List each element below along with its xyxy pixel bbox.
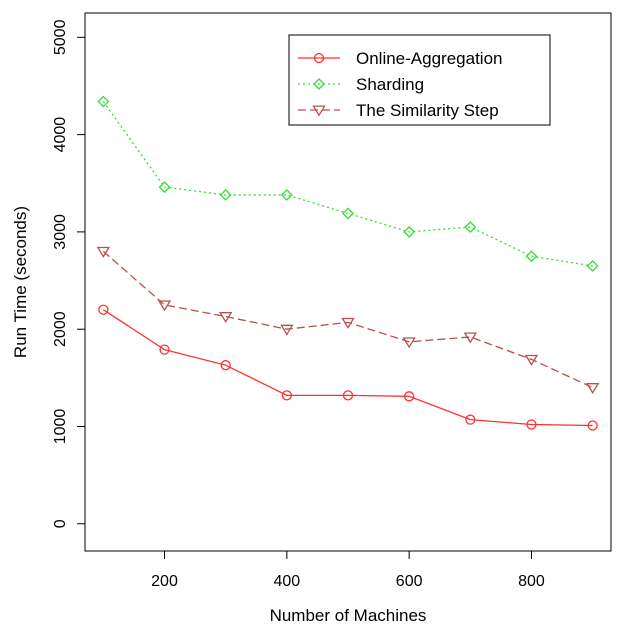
data-point bbox=[96, 246, 111, 258]
data-point bbox=[281, 390, 292, 401]
data-point bbox=[463, 332, 477, 344]
y-tick-label: 5000 bbox=[52, 19, 69, 55]
data-point bbox=[280, 189, 293, 201]
data-point bbox=[526, 419, 537, 430]
series-line bbox=[102, 101, 593, 267]
legend-marker bbox=[313, 78, 325, 90]
data-point bbox=[586, 260, 599, 272]
data-point bbox=[587, 420, 598, 431]
series-layer bbox=[96, 95, 600, 431]
legend-label: Sharding bbox=[356, 75, 424, 94]
x-axis: 200 400 600 800 bbox=[151, 551, 545, 590]
data-point bbox=[97, 95, 110, 108]
plot-frame bbox=[84, 12, 612, 552]
x-tick-label: 200 bbox=[151, 573, 178, 590]
y-tick-label: 3000 bbox=[52, 214, 69, 250]
series-line bbox=[102, 250, 593, 389]
y-tick-label: 2000 bbox=[52, 311, 69, 347]
data-point bbox=[525, 250, 538, 263]
series-1 bbox=[97, 95, 599, 272]
data-point bbox=[280, 324, 294, 336]
data-point bbox=[98, 304, 109, 315]
data-point bbox=[464, 221, 477, 233]
data-point bbox=[402, 337, 416, 349]
y-tick-label: 0 bbox=[52, 519, 69, 528]
x-tick-label: 400 bbox=[273, 573, 300, 590]
legend: Online-Aggregation Sharding The Similarity… bbox=[288, 34, 551, 126]
data-point bbox=[342, 390, 354, 401]
series-line bbox=[102, 309, 593, 427]
y-axis: 0 1000 2000 3000 4000 5000 bbox=[52, 19, 85, 528]
data-point bbox=[341, 317, 355, 329]
data-point bbox=[404, 391, 415, 402]
data-point bbox=[585, 383, 600, 395]
data-point bbox=[157, 300, 172, 312]
x-axis-title: Number of Machines bbox=[270, 606, 427, 625]
data-point bbox=[159, 344, 170, 355]
x-tick-label: 600 bbox=[396, 573, 423, 590]
x-tick-label: 800 bbox=[518, 573, 545, 590]
legend-label: Online-Aggregation bbox=[356, 49, 502, 68]
data-point bbox=[403, 225, 416, 238]
series-0 bbox=[98, 304, 598, 431]
data-point bbox=[219, 312, 233, 324]
data-point bbox=[465, 414, 476, 425]
data-point bbox=[220, 360, 231, 371]
y-tick-label: 1000 bbox=[52, 409, 69, 445]
legend-marker bbox=[313, 52, 325, 64]
data-point bbox=[524, 354, 539, 366]
legend-label: The Similarity Step bbox=[356, 101, 499, 120]
data-point bbox=[219, 189, 232, 201]
y-tick-label: 4000 bbox=[52, 117, 69, 153]
legend-marker bbox=[312, 105, 326, 117]
series-2 bbox=[96, 246, 600, 395]
legend-box bbox=[288, 34, 551, 126]
data-point bbox=[158, 181, 171, 194]
y-axis-title: Run Time (seconds) bbox=[11, 206, 30, 358]
data-point bbox=[342, 207, 354, 220]
